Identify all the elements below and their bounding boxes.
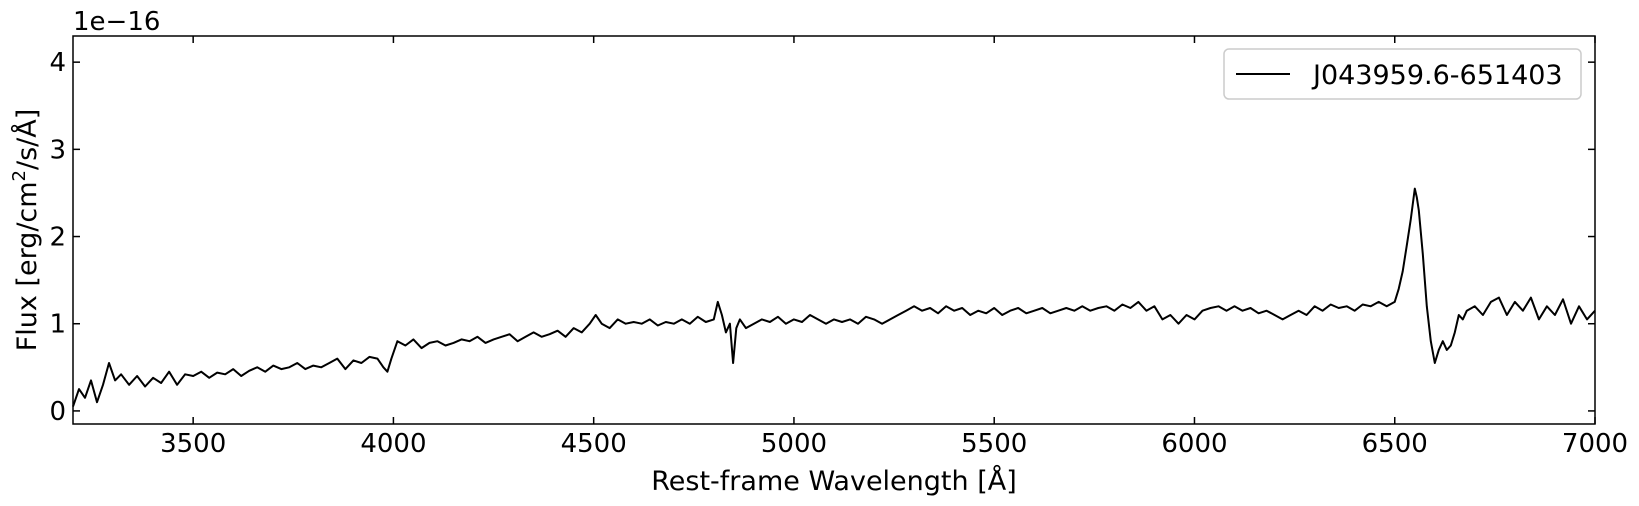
y-axis-label: Flux [erg/cm2/s/Å] (9, 109, 43, 352)
x-tick-label: 6500 (1362, 429, 1428, 459)
y-axis-ticks: 0 1 2 3 4 (49, 48, 1595, 427)
legend-label: J043959.6-651403 (1311, 60, 1563, 91)
y-tick-label: 1 (49, 310, 66, 340)
y-tick-label: 3 (49, 135, 66, 165)
plot-frame (72, 35, 1596, 425)
x-tick-label: 6000 (1161, 429, 1227, 459)
y-tick-label: 4 (49, 48, 66, 78)
y-tick-label: 2 (49, 223, 66, 253)
x-tick-label: 7000 (1562, 429, 1628, 459)
plot-area (72, 187, 1596, 407)
x-tick-label: 5000 (761, 429, 827, 459)
y-axis-label-pre: Flux [erg/cm (12, 181, 43, 351)
y-axis-offset-text: 1e−16 (73, 7, 160, 37)
y-axis-label-sup: 2 (9, 170, 30, 181)
x-tick-label: 4000 (360, 429, 426, 459)
x-tick-label: 5500 (961, 429, 1027, 459)
series-line (72, 187, 1596, 407)
legend: J043959.6-651403 (1223, 48, 1582, 100)
legend-box (1223, 48, 1582, 100)
x-axis-ticks: 3500 4000 4500 5000 5500 6000 6500 7000 (160, 36, 1628, 459)
x-tick-label: 3500 (160, 429, 226, 459)
x-tick-label: 4500 (561, 429, 627, 459)
y-axis-label-post: /s/Å] (11, 109, 43, 170)
y-tick-label: 0 (49, 397, 66, 427)
x-axis-label: Rest-frame Wavelength [Å] (651, 465, 1017, 497)
